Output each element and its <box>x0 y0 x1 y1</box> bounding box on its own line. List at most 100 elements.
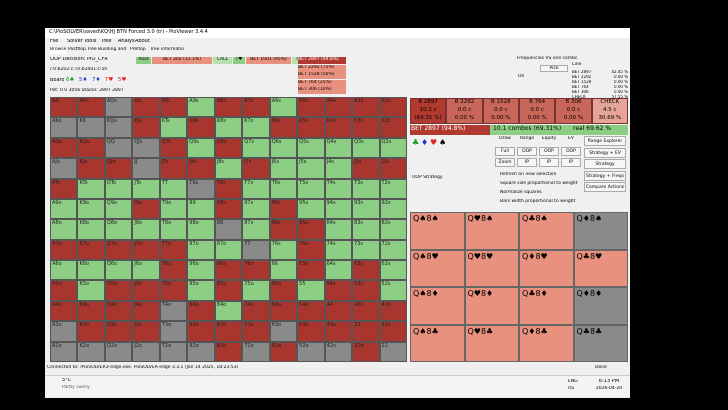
hand-cell[interactable]: AQs <box>104 97 133 118</box>
hand-cell[interactable]: 86o <box>214 260 243 281</box>
tree-node[interactable]: Root <box>136 57 151 64</box>
hand-cell[interactable]: J3o <box>132 321 160 342</box>
menu-item[interactable]: Tools <box>84 39 97 44</box>
toggle-button[interactable]: IP <box>539 158 559 167</box>
hand-cell[interactable]: 82s <box>379 219 407 240</box>
hand-cell[interactable]: J4s <box>324 158 353 179</box>
hand-cell[interactable]: 73s <box>352 239 380 261</box>
hand-cell[interactable]: 53o <box>297 321 325 342</box>
hand-cell[interactable]: 96s <box>269 198 298 220</box>
hand-cell[interactable]: 65s <box>297 260 325 281</box>
hand-cell[interactable]: J8o <box>132 219 160 240</box>
hand-cell[interactable]: T4s <box>324 178 353 199</box>
hand-cell[interactable]: K5o <box>77 280 105 301</box>
view-button[interactable]: Strategy <box>584 159 626 169</box>
checkbox[interactable]: Bars width proportional to weight <box>500 199 576 204</box>
hand-cell[interactable]: A3o <box>50 321 78 342</box>
hand-cell[interactable]: Q8o <box>104 219 133 240</box>
hand-cell[interactable]: 98s <box>214 198 243 220</box>
hand-cell[interactable]: 94s <box>324 198 353 220</box>
action-option[interactable]: BET 764 (25%) <box>298 79 346 87</box>
hand-cell[interactable]: 72s <box>379 239 407 261</box>
hand-cell[interactable]: AJo <box>50 158 78 179</box>
hand-cell[interactable]: KQs <box>104 117 133 138</box>
hand-cell[interactable]: 64o <box>269 300 298 322</box>
hand-cell[interactable]: QJs <box>132 137 160 159</box>
hand-cell[interactable]: Q6s <box>269 137 298 159</box>
toggle-button[interactable]: OOP <box>539 147 559 156</box>
hand-cell[interactable]: A9s <box>187 97 215 118</box>
hand-cell[interactable]: QQ <box>104 137 133 159</box>
hand-cell[interactable]: 93s <box>352 198 380 220</box>
hand-cell[interactable]: JJ <box>132 158 160 179</box>
hand-cell[interactable]: J3s <box>352 158 380 179</box>
hand-cell[interactable]: K2s <box>379 117 407 138</box>
hand-cell[interactable]: K7o <box>77 239 105 261</box>
hand-cell[interactable]: QTs <box>159 137 188 159</box>
tab[interactable]: Postflop Tree Building and Calculations <box>68 47 128 52</box>
hand-cell[interactable]: KJs <box>132 117 160 138</box>
hand-cell[interactable]: 94o <box>187 300 215 322</box>
hand-cell[interactable]: 84o <box>214 300 243 322</box>
combo-square[interactable]: Q♣8♣ <box>573 324 628 362</box>
view-button[interactable]: Range Explorer <box>584 136 626 146</box>
hand-cell[interactable]: Q8s <box>214 137 243 159</box>
hand-cell[interactable]: T8s <box>214 178 243 199</box>
hand-cell[interactable]: Q5s <box>297 137 325 159</box>
hand-cell[interactable]: 62o <box>269 341 298 362</box>
tree-node[interactable]: CALL <box>213 57 232 64</box>
hand-cell[interactable]: A4o <box>50 300 78 322</box>
hand-cell[interactable]: K5s <box>297 117 325 138</box>
hand-cell[interactable]: K7s <box>242 117 270 138</box>
combo-square[interactable]: Q♠8♦ <box>410 287 465 325</box>
combo-square[interactable]: Q♣8♥ <box>573 249 628 287</box>
menu-item[interactable]: About <box>135 39 150 44</box>
tree-node[interactable]: BET 202 (31.1%) <box>152 57 212 64</box>
hand-cell[interactable]: 64s <box>324 260 353 281</box>
hand-cell[interactable]: K6s <box>269 117 298 138</box>
suit-filter[interactable]: ♥ <box>430 138 438 147</box>
hand-cell[interactable]: 97o <box>187 239 215 261</box>
hand-cell[interactable]: K3o <box>77 321 105 342</box>
hand-cell[interactable]: 86s <box>269 219 298 240</box>
hand-cell[interactable]: 32s <box>379 321 407 342</box>
hand-cell[interactable]: A5o <box>50 280 78 301</box>
combo-square[interactable]: Q♠8♥ <box>410 249 465 287</box>
hand-cell[interactable]: 84s <box>324 219 353 240</box>
hand-cell[interactable]: Q4o <box>104 300 133 322</box>
hand-cell[interactable]: J9o <box>132 198 160 220</box>
view-button[interactable]: Strategy + Freqs <box>584 170 626 181</box>
hand-cell[interactable]: 72o <box>242 341 270 362</box>
hand-cell[interactable]: K9s <box>187 117 215 138</box>
hand-cell[interactable]: T2o <box>159 341 188 362</box>
hand-cell[interactable]: J4o <box>132 300 160 322</box>
hand-cell[interactable]: J9s <box>187 158 215 179</box>
hand-cell[interactable]: 74s <box>324 239 353 261</box>
hand-cell[interactable]: 63o <box>269 321 298 342</box>
hand-cell[interactable]: J8s <box>214 158 243 179</box>
hand-cell[interactable]: A6s <box>269 97 298 118</box>
hand-cell[interactable]: T7o <box>159 239 188 261</box>
checkbox[interactable]: Refresh on new selection <box>500 172 557 177</box>
tab[interactable]: Tree information <box>150 47 184 52</box>
hand-cell[interactable]: 54o <box>297 300 325 322</box>
hand-cell[interactable]: J5o <box>132 280 160 301</box>
hand-cell[interactable]: T6o <box>159 260 188 281</box>
hand-cell[interactable]: 33 <box>352 321 380 342</box>
hand-cell[interactable]: 75s <box>297 239 325 261</box>
hand-cell[interactable]: 98o <box>187 219 215 240</box>
hand-cell[interactable]: A2s <box>379 97 407 118</box>
hand-cell[interactable]: 54s <box>324 280 353 301</box>
hand-cell[interactable]: 43s <box>352 300 380 322</box>
suit-filter[interactable]: ♦ <box>421 138 429 147</box>
hand-cell[interactable]: J7s <box>242 158 270 179</box>
menu-item[interactable]: File <box>50 39 59 44</box>
hand-cell[interactable]: AA <box>50 97 78 118</box>
toggle-button[interactable]: Zoom <box>495 158 515 167</box>
action-option[interactable]: BET 2292 (75%) <box>298 64 346 72</box>
action-option[interactable]: BET 2897 (94.8%) <box>298 57 346 64</box>
suit-filter[interactable]: ♣ <box>412 138 420 147</box>
hand-cell[interactable]: 97s <box>242 198 270 220</box>
hand-cell[interactable]: J6s <box>269 158 298 179</box>
combo-square[interactable]: Q♦8♦ <box>573 287 628 325</box>
